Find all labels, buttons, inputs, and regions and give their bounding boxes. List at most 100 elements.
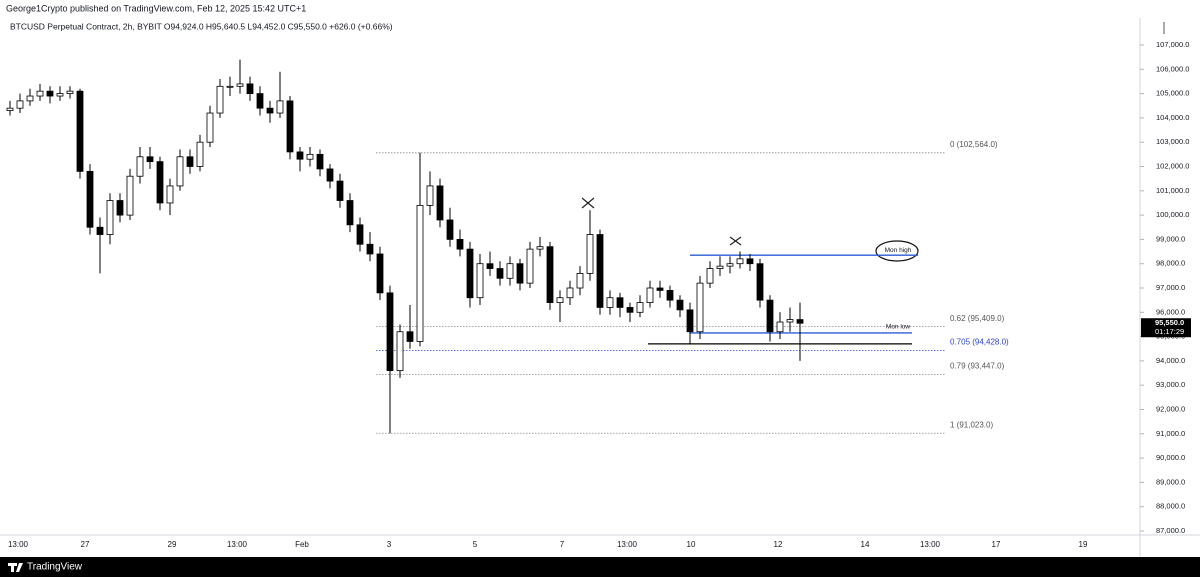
y-tick-label: 91,000.0 <box>1156 429 1185 438</box>
candle-body <box>536 246 544 250</box>
symbol-info: BTCUSD Perpetual Contract, 2h, BYBIT O94… <box>10 21 393 31</box>
y-tick-label: 96,000.0 <box>1156 307 1185 316</box>
x-tick-label: Feb <box>295 540 309 549</box>
candle-body <box>616 297 624 308</box>
x-tick-label: 13:00 <box>8 540 29 549</box>
candle-body <box>306 153 314 160</box>
candle-body <box>196 141 204 167</box>
y-tick-label: 105,000.0 <box>1156 89 1189 98</box>
candle-body <box>146 156 154 163</box>
candle-body <box>106 200 114 235</box>
x-tick-label: 19 <box>1079 540 1088 549</box>
candle-body <box>486 263 494 269</box>
candle-body <box>286 100 294 153</box>
candle-body <box>446 219 454 240</box>
fib-label: 0.705 (94,428.0) <box>950 338 1009 347</box>
candle-body <box>416 204 424 342</box>
candle-body <box>516 263 524 284</box>
candle-body <box>546 246 554 303</box>
candle-body <box>16 100 24 109</box>
candle-body <box>136 156 144 177</box>
candle-body <box>736 258 744 265</box>
candle-body <box>646 287 654 303</box>
candle-body <box>636 302 644 313</box>
candle-body <box>766 299 774 333</box>
candle-body <box>346 200 354 226</box>
candle-body <box>576 273 584 289</box>
candle-body <box>246 83 254 94</box>
candle-body <box>176 156 184 187</box>
price-tag-label: 95,550.0 <box>1155 318 1184 327</box>
price-tag <box>1141 318 1191 338</box>
candle-body <box>716 265 724 269</box>
candle-body <box>56 93 64 97</box>
candle-body <box>116 200 124 216</box>
candle-body <box>376 253 384 294</box>
fib-label: 0.79 (93,447.0) <box>950 361 1005 370</box>
candle-body <box>76 90 84 172</box>
candle-body <box>656 287 664 291</box>
fib-label: 0.62 (95,409.0) <box>950 314 1005 323</box>
candle-body <box>236 83 244 87</box>
y-tick-label: 92,000.0 <box>1156 404 1185 413</box>
x-tick-label: 10 <box>687 540 696 549</box>
x-tick-label: 13:00 <box>227 540 248 549</box>
candles <box>6 59 804 434</box>
x-tick-label: 12 <box>774 540 783 549</box>
candle-body <box>336 180 344 201</box>
y-tick-label: 89,000.0 <box>1156 477 1185 486</box>
candle-body <box>96 226 104 235</box>
candle-body <box>156 161 164 204</box>
candle-body <box>466 248 474 299</box>
publisher: George1Crypto published on TradingView.c… <box>6 3 306 13</box>
candle-body <box>696 282 704 333</box>
candle-body <box>296 151 304 160</box>
x-tick-label: 14 <box>861 540 870 549</box>
candle-body <box>506 263 514 279</box>
candle-body <box>436 185 444 221</box>
candle-body <box>676 299 684 311</box>
y-tick-label: 103,000.0 <box>1156 137 1189 146</box>
candle-body <box>726 263 734 267</box>
y-tick-label: 94,000.0 <box>1156 356 1185 365</box>
candle-body <box>526 248 534 284</box>
candle-body <box>496 268 504 279</box>
candle-body <box>36 90 44 97</box>
candle-body <box>586 234 594 274</box>
candle-body <box>26 95 34 102</box>
candle-body <box>366 243 374 255</box>
y-tick-label: 97,000.0 <box>1156 283 1185 292</box>
candle-body <box>86 170 94 228</box>
candle-body <box>686 309 694 333</box>
y-tick-label: 107,000.0 <box>1156 40 1189 49</box>
y-tick-label: 100,000.0 <box>1156 210 1189 219</box>
x-tick-label: 7 <box>560 540 565 549</box>
candle-body <box>476 263 484 299</box>
countdown: 01:17:29 <box>1155 327 1184 336</box>
candle-body <box>706 268 714 284</box>
x-tick-label: 13:00 <box>617 540 638 549</box>
x-tick-label: 29 <box>168 540 177 549</box>
x-tick-label: 3 <box>387 540 392 549</box>
y-tick-label: 90,000.0 <box>1156 453 1185 462</box>
candle-body <box>206 112 214 143</box>
candle-body <box>386 292 394 372</box>
candle-body <box>126 175 134 216</box>
candle-body <box>46 90 54 97</box>
candle-body <box>426 185 434 206</box>
y-tick-label: 106,000.0 <box>1156 64 1189 73</box>
footer <box>0 557 1200 577</box>
candle-body <box>326 168 334 182</box>
mon-high-circle <box>875 240 919 262</box>
y-tick-label: 99,000.0 <box>1156 234 1185 243</box>
candle-body <box>406 331 414 342</box>
y-tick-label: 98,000.0 <box>1156 259 1185 268</box>
candle-body <box>746 258 754 265</box>
candle-body <box>556 297 564 303</box>
candle-body <box>186 156 194 167</box>
candle-body <box>626 307 634 313</box>
candle-body <box>756 263 764 301</box>
y-tick-label: 87,000.0 <box>1156 526 1185 535</box>
level-label: Mon high <box>885 247 912 254</box>
